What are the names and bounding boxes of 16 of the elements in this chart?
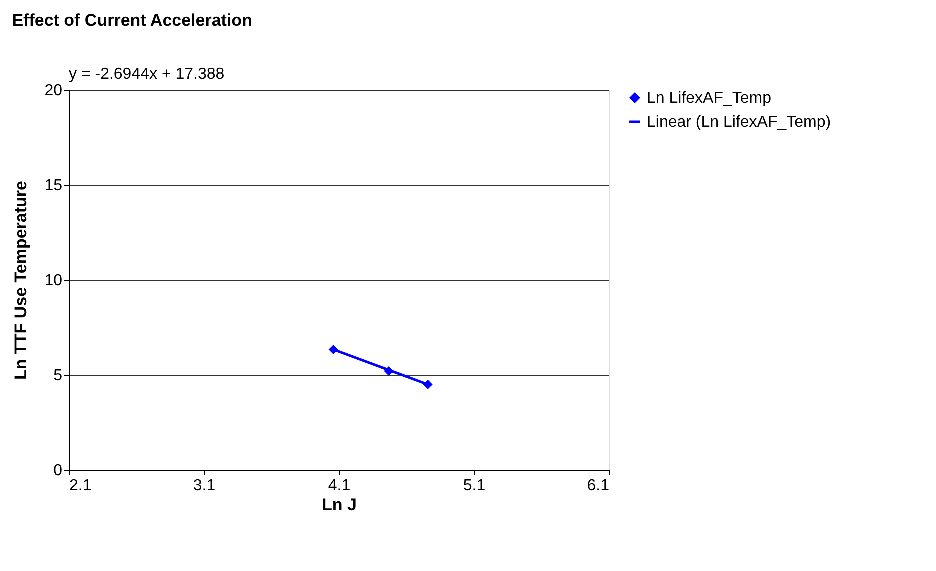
x-axis-title: Ln J [322,496,357,514]
x-tick-label: 2.1 [70,478,92,494]
chart-title: Effect of Current Acceleration [12,11,252,30]
y-tick-label: 15 [44,178,63,194]
y-axis-title: Ln TTF Use Temperature [12,181,31,380]
y-tick-label: 20 [44,82,63,100]
x-tick-label: 6.1 [587,478,610,494]
x-tick-label: 4.1 [328,478,351,494]
y-tick-label: 10 [44,272,63,290]
y-tick-label: 5 [54,368,63,384]
x-tick-label: 5.1 [463,478,486,494]
text: y = -2.6944x + 17.388 [69,66,225,83]
legend-label: Ln LifexAF_Temp [647,90,772,107]
legend-label: Linear (Ln LifexAF_Temp) [647,114,832,131]
y-tick-label: 0 [54,462,63,480]
x-tick-label: 3.1 [193,478,216,494]
